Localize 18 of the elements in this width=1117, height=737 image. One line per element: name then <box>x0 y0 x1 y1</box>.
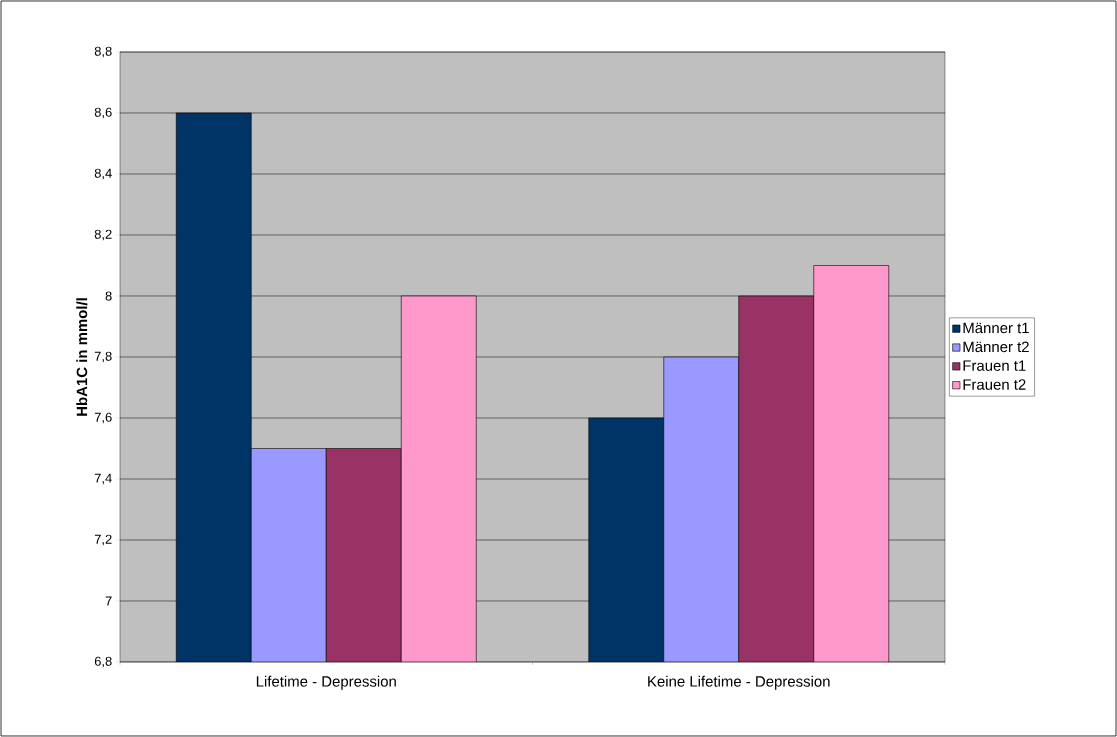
y-tick-label: 7,6 <box>94 412 112 424</box>
y-tick-label: 8,4 <box>94 168 112 180</box>
y-tick-label: 7,2 <box>94 534 112 546</box>
y-tick-label: 8,8 <box>94 46 112 58</box>
y-tick-label: 8,2 <box>94 229 112 241</box>
legend-label: Frauen t1 <box>963 360 1026 371</box>
x-tick-label: Keine Lifetime - Depression <box>648 675 830 690</box>
y-tick-label: 6,8 <box>94 656 112 668</box>
x-tick-label: Lifetime - Depression <box>256 675 396 690</box>
legend-label: Männer t1 <box>963 322 1029 334</box>
y-tick-label: 7,4 <box>94 473 112 485</box>
y-tick-label: 8,6 <box>94 107 112 119</box>
y-axis-title: HbA1C in mmol/l <box>76 298 88 416</box>
legend-label: Männer t2 <box>963 341 1029 353</box>
y-tick-label: 8 <box>105 291 112 301</box>
y-tick-label: 7 <box>105 596 112 606</box>
legend-label: Frauen t2 <box>963 379 1026 390</box>
y-tick-label: 7,8 <box>94 351 112 363</box>
